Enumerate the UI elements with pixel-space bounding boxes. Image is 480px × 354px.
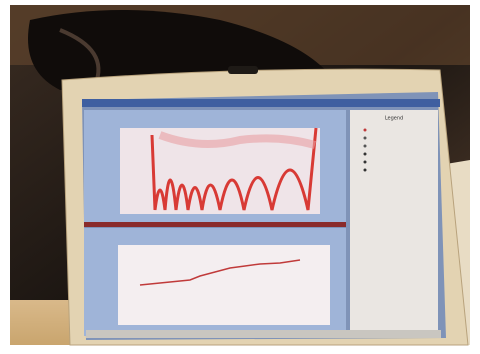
legend-panel [350, 110, 438, 336]
lower-plot [118, 245, 330, 325]
table-left [10, 300, 70, 345]
taskbar [86, 330, 441, 338]
legend-title: Legend [385, 116, 403, 122]
webcam-clip [228, 66, 258, 74]
title-bar [82, 99, 440, 107]
panel-divider [84, 222, 346, 227]
photo: Legend [0, 0, 480, 354]
